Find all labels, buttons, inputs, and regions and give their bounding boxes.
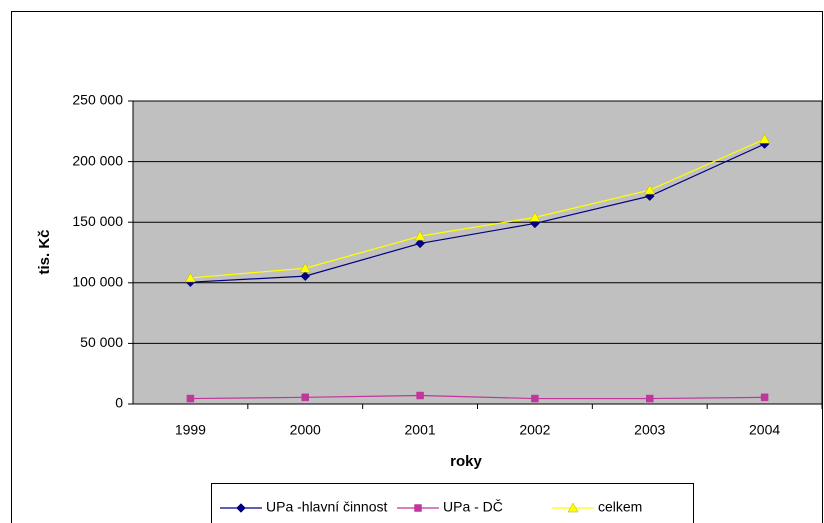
x-tick-label: 2001 [405,422,436,438]
data-point [759,133,771,144]
data-point [646,394,654,403]
y-axis-title: tis. Kč [36,229,53,274]
legend-label: UPa - DČ [443,499,503,515]
series-line [190,394,765,400]
plot-area [133,101,822,404]
y-tick-label: 150 000 [72,213,123,229]
data-point [414,230,426,241]
legend-marker [236,503,246,513]
data-point [760,393,769,402]
data-point [184,272,196,283]
data-point [531,394,539,403]
legend-label: UPa -hlavní činnost [266,499,388,515]
x-tick-label: 2002 [519,422,550,438]
data-point [299,262,311,273]
x-tick-label: 2003 [634,422,665,438]
data-point [301,393,309,402]
series-line [190,143,765,283]
data-point [415,238,425,249]
y-tick-label: 100 000 [72,274,123,290]
x-tick-label: 2004 [749,422,780,438]
data-point [186,394,195,403]
data-point [416,391,424,400]
data-point [529,211,541,222]
y-tick-label: 250 000 [72,92,123,108]
x-axis-title: roky [450,453,482,470]
y-tick-label: 0 [115,395,123,411]
legend-label: celkem [598,499,642,515]
y-tick-label: 200 000 [72,152,123,168]
x-tick-label: 1999 [175,422,206,438]
data-point [644,184,656,195]
data-point [300,271,311,281]
legend-marker [414,504,422,512]
legend-marker [567,502,579,513]
y-tick-label: 50 000 [80,334,123,350]
x-tick-label: 2000 [290,422,321,438]
series-line [190,138,765,279]
legend-box [211,483,694,523]
